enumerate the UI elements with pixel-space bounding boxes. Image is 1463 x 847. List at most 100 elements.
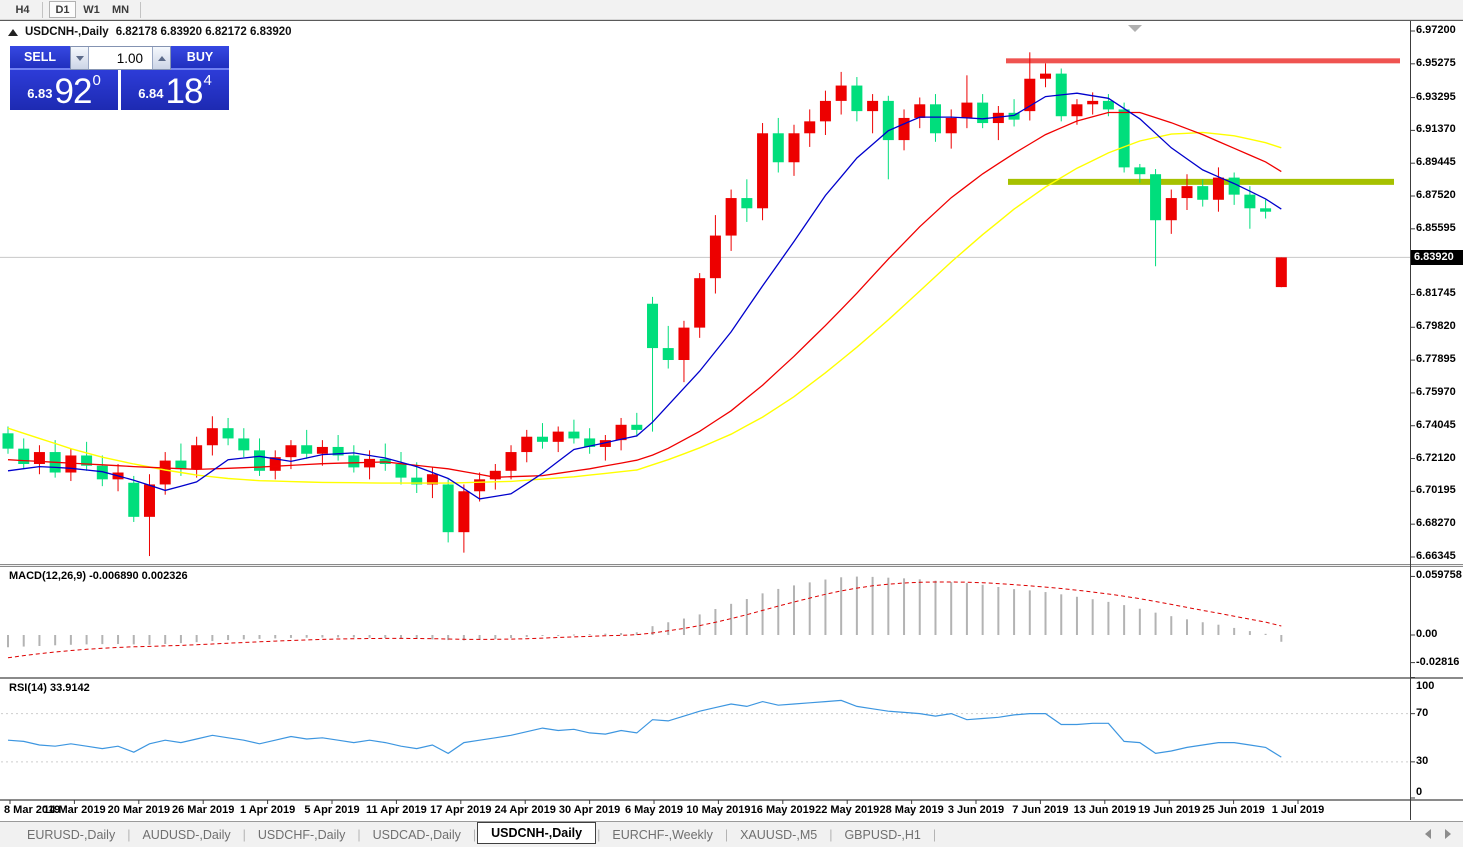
rsi-label: RSI(14) 33.9142 (9, 682, 90, 694)
toolbar-separator (42, 1, 43, 18)
buy-price-big: 18 (165, 71, 204, 111)
date-axis-label: 1 Apr 2019 (239, 804, 296, 816)
date-axis-label: 25 Jun 2019 (1202, 804, 1265, 816)
date-axis-label: 1 Jul 2019 (1271, 804, 1325, 816)
date-axis-label: 22 May 2019 (815, 804, 880, 816)
sell-button[interactable]: SELL (10, 46, 70, 70)
chart-tab-gbpusd[interactable]: GBPUSD-,H1 (844, 827, 921, 842)
sell-price-sup: 0 (92, 72, 101, 89)
arrow-down-icon (75, 55, 84, 61)
date-axis-label: 7 Jun 2019 (1012, 804, 1069, 816)
ohlc-values: 6.82178 6.83920 6.82172 6.83920 (115, 26, 292, 38)
main-chart-panel (0, 22, 1463, 564)
date-axis-label: 28 May 2019 (879, 804, 944, 816)
volume-increase-button[interactable] (152, 47, 170, 69)
buy-price-display[interactable]: 6.84 18 4 (121, 70, 229, 110)
timeframe-button-h4[interactable]: H4 (9, 1, 36, 18)
chart-tab-usdcad[interactable]: USDCAD-,Daily (372, 827, 461, 842)
date-axis-label: 30 Apr 2019 (558, 804, 621, 816)
date-axis-label: 10 May 2019 (686, 804, 751, 816)
price-axis-label: 6.79820 (1416, 320, 1456, 333)
rsi-axis-label: 100 (1416, 680, 1435, 692)
price-axis-label: 6.89445 (1416, 156, 1456, 169)
current-price-tag: 6.83920 (1411, 250, 1463, 265)
chart-tab-usdchf[interactable]: USDCHF-,Daily (257, 827, 346, 842)
macd-signal-line (7, 581, 1282, 659)
date-axis-label: 5 Apr 2019 (304, 804, 360, 816)
buy-price-sup: 4 (203, 72, 212, 89)
timeframe-button-d1[interactable]: D1 (49, 1, 76, 18)
panel-divider (0, 799, 1463, 801)
chart-window (0, 20, 1463, 847)
price-axis-label: 6.70195 (1416, 484, 1456, 497)
timeframe-button-w1[interactable]: W1 (78, 1, 105, 18)
macd-label: MACD(12,26,9) -0.006890 0.002326 (9, 570, 188, 582)
price-axis-label: 6.66345 (1416, 549, 1456, 562)
buy-price-prefix: 6.84 (138, 86, 164, 101)
rsi-axis-label: 70 (1416, 706, 1429, 719)
rsi-axis-label: 30 (1416, 754, 1429, 767)
chart-shift-icon[interactable] (1128, 25, 1142, 32)
resistance-line[interactable] (1006, 58, 1400, 64)
price-axis-label: 6.95275 (1416, 56, 1456, 69)
volume-spinner (70, 46, 171, 70)
tab-scroll-right-icon[interactable] (1445, 829, 1451, 839)
chart-tab-eurchf[interactable]: EURCHF-,Weekly (612, 827, 713, 842)
date-axis-label: 6 May 2019 (624, 804, 684, 816)
toolbar-separator (140, 1, 141, 18)
rsi-line (7, 699, 1282, 758)
tab-separator: | (127, 827, 131, 842)
volume-decrease-button[interactable] (71, 47, 89, 69)
sell-price-big: 92 (54, 71, 93, 111)
chart-tab-eurusd[interactable]: EURUSD-,Daily (27, 827, 116, 842)
panel-divider[interactable] (0, 564, 1463, 567)
macd-axis-label: 0.059758 (1416, 569, 1462, 582)
support-line[interactable] (1008, 178, 1394, 185)
price-axis-label: 6.72120 (1416, 451, 1456, 464)
price-axis-label: 6.85595 (1416, 221, 1456, 234)
sell-price-display[interactable]: 6.83 92 0 (10, 70, 118, 110)
tab-separator: | (829, 827, 833, 842)
tab-separator: | (472, 827, 477, 842)
timeframe-button-mn[interactable]: MN (107, 1, 134, 18)
price-axis-label: 6.87520 (1416, 189, 1456, 201)
timeframe-toolbar: H4 D1 W1 MN (0, 0, 1463, 20)
date-axis-label: 24 Apr 2019 (494, 804, 556, 816)
sell-price-prefix: 6.83 (27, 86, 53, 101)
panel-divider[interactable] (0, 677, 1463, 679)
arrow-up-icon (157, 55, 166, 61)
price-axis-label: 6.97200 (1416, 24, 1456, 36)
price-axis-label: 6.77895 (1416, 353, 1456, 366)
price-axis-label: 6.68270 (1416, 517, 1456, 530)
date-axis-label: 16 May 2019 (750, 804, 815, 816)
ma-slow-yellow-line (7, 131, 1282, 484)
chart-tab-bar: EURUSD-,Daily | AUDUSD-,Daily | USDCHF-,Dail… (0, 821, 1463, 847)
date-axis-label: 3 Jun 2019 (947, 804, 1005, 816)
date-axis-panel (0, 801, 1463, 821)
tab-separator: | (932, 827, 937, 842)
chart-tab-usdcnh[interactable]: USDCNH-,Daily (477, 822, 597, 844)
tab-separator: | (724, 827, 729, 842)
date-axis-label: 8 Mar 2019 (4, 804, 61, 816)
chart-tab-xauusd[interactable]: XAUUSD-,M5 (740, 827, 818, 842)
price-axis-label: 6.93295 (1416, 90, 1456, 103)
price-axis-label: 6.74045 (1416, 418, 1456, 431)
date-axis-label: 17 Apr 2019 (430, 804, 492, 816)
chart-tab-audusd[interactable]: AUDUSD-,Daily (142, 827, 231, 842)
buy-button[interactable]: BUY (171, 46, 229, 70)
tab-separator: | (242, 827, 246, 842)
macd-axis-label: 0.00 (1416, 628, 1438, 640)
tab-separator: | (597, 827, 601, 842)
price-axis-label: 6.81745 (1416, 287, 1456, 300)
tab-separator: | (357, 827, 361, 842)
volume-input[interactable] (89, 47, 152, 69)
date-axis-label: 14 Mar 2019 (43, 804, 106, 816)
tab-scroll-left-icon[interactable] (1425, 829, 1431, 839)
ma-mid-red-line (7, 111, 1282, 478)
date-axis-label: 13 Jun 2019 (1073, 804, 1136, 816)
date-axis-label: 19 Jun 2019 (1138, 804, 1201, 816)
one-click-collapse-icon[interactable] (8, 28, 18, 36)
price-axis-label: 6.75970 (1416, 385, 1456, 398)
